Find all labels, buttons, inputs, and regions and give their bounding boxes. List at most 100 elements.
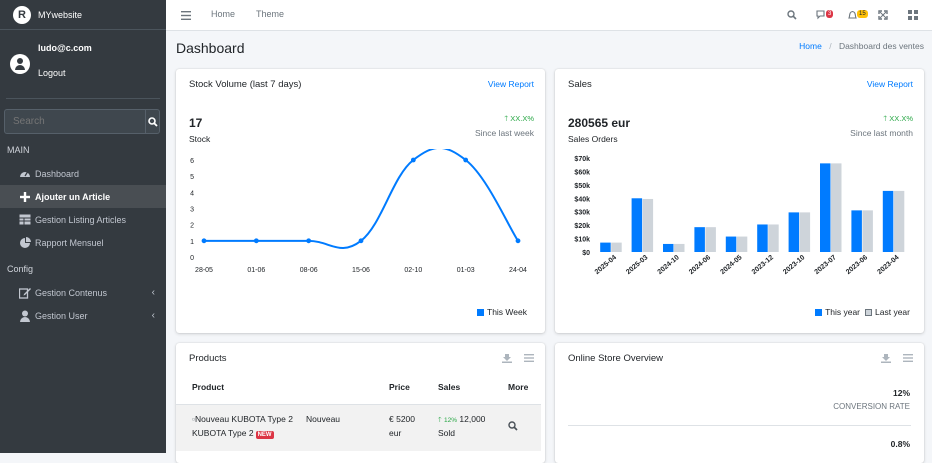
trend-value: XX.X% (510, 114, 534, 123)
trend-indicator: 🡑 XX.X% (883, 113, 913, 126)
user-icon (19, 310, 31, 322)
search-input[interactable] (4, 109, 146, 134)
bar-this-year (694, 227, 705, 252)
bar-this-year (725, 236, 737, 252)
since-label: Since last month (850, 128, 913, 138)
conversion-rate-label: CONVERSION RATE (833, 402, 910, 411)
product-name-line2: KUBOTA Type 2 NEW (192, 428, 274, 439)
card-tools (881, 353, 913, 363)
download-icon[interactable] (881, 353, 891, 363)
y-tick-label: 5 (190, 174, 194, 181)
sales-card: Sales View Report 280565 eur Sales Order… (555, 69, 924, 333)
bar-last-year (893, 190, 905, 252)
x-tick-label: 28-05 (195, 267, 213, 274)
sidebar-item-label: Gestion Listing Articles (35, 214, 127, 225)
nav-link-theme[interactable]: Theme (256, 9, 285, 19)
x-tick-label: 15-06 (352, 267, 370, 274)
sidebar-item-label: Rapport Mensuel (35, 237, 104, 248)
card-title: Sales (568, 79, 592, 90)
sidebar: R MYwebsite ludo@c.com Logout MAIN Dashb… (0, 0, 166, 453)
data-point (410, 157, 416, 163)
breadcrumb-home[interactable]: Home (799, 41, 822, 51)
bar-this-year (600, 242, 611, 252)
second-stat-value: 0.8% (890, 439, 910, 449)
sidebar-item-gestion-user[interactable]: Gestion User ‹ (0, 304, 166, 327)
apps-grid-icon[interactable] (906, 8, 920, 22)
y-tick-label: $30k (574, 210, 590, 217)
conversion-rate-value: 12% (892, 388, 910, 398)
card-title: Products (189, 353, 227, 364)
legend-swatch (477, 308, 484, 316)
x-tick-label: 08-06 (300, 267, 318, 274)
search-button[interactable] (146, 109, 160, 134)
stock-volume-card: Stock Volume (last 7 days) View Report 1… (176, 69, 545, 333)
sidebar-item-gestion-contenus[interactable]: Gestion Contenus ‹ (0, 281, 166, 304)
search-icon (147, 116, 158, 127)
sidebar-item-label: Ajouter un Article (35, 191, 111, 202)
page-title: Dashboard (176, 40, 245, 56)
sales-label: Sold (438, 428, 456, 438)
legend-swatch (865, 308, 873, 316)
y-tick-label: 1 (190, 239, 194, 246)
bar-last-year (705, 227, 716, 252)
bar-this-year (663, 243, 674, 252)
table-row[interactable]: ▫Nouveau KUBOTA Type 2 Nouveau KUBOTA Ty… (176, 404, 541, 451)
logout-link[interactable]: Logout (38, 68, 66, 78)
search-icon[interactable] (508, 421, 518, 431)
brand[interactable]: R MYwebsite (0, 0, 166, 30)
column-header-product: Product (192, 382, 225, 392)
user-panel: ludo@c.com Logout (10, 43, 92, 78)
data-point (306, 238, 312, 244)
view-report-link[interactable]: View Report (866, 79, 913, 89)
breadcrumb-current: Dashboard des ventes (838, 41, 924, 51)
navbar-search-icon[interactable] (785, 8, 799, 22)
sidebar-item-rapport-mensuel[interactable]: Rapport Mensuel (0, 231, 166, 254)
top-navbar: Home Theme 3 15 (166, 0, 932, 31)
sidebar-divider (6, 98, 160, 99)
y-tick-label: $60k (574, 169, 590, 176)
bar-last-year (862, 210, 873, 252)
notifications-icon[interactable] (846, 8, 860, 22)
y-tick-label: 3 (190, 207, 194, 214)
legend-label: This Week (487, 307, 527, 317)
card-title: Online Store Overview (568, 353, 664, 364)
x-tick-label: 2023-10 (782, 254, 806, 276)
table-icon (19, 214, 31, 226)
sidebar-header-main: MAIN (7, 145, 30, 155)
view-report-link[interactable]: View Report (487, 79, 534, 89)
breadcrumb: Home / Dashboard des ventes (799, 41, 924, 51)
x-tick-label: 2023-04 (876, 254, 900, 276)
y-tick-label: $40k (574, 196, 590, 203)
bar-last-year (611, 242, 622, 252)
legend-swatch (815, 308, 823, 316)
messages-icon[interactable] (815, 8, 829, 22)
menu-bars-icon[interactable] (903, 353, 913, 363)
sidebar-item-dashboard[interactable]: Dashboard (0, 162, 166, 185)
sales-bar-chart: $0 $10k $20k $30k $40k $50k $60k $70k 2025-04 202… (574, 156, 905, 276)
fullscreen-icon[interactable] (876, 8, 890, 22)
sidebar-item-label: Dashboard (35, 168, 80, 179)
series-line-this-week (204, 149, 519, 250)
product-name: ▫Nouveau KUBOTA Type 2 (192, 414, 293, 424)
chevron-left-icon: ‹ (151, 287, 155, 298)
sidebar-item-ajouter-article[interactable]: Ajouter un Article (0, 185, 166, 208)
sales-percent: 12% (444, 417, 458, 424)
tachometer-icon (19, 168, 31, 180)
hamburger-menu-icon[interactable] (179, 8, 193, 22)
x-tick-label: 2023-06 (845, 254, 869, 276)
x-tick-label: 2024-10 (657, 254, 681, 276)
x-tick-label: 2023-07 (814, 254, 838, 276)
bar-last-year (799, 212, 811, 252)
sidebar-item-label: Gestion User (35, 310, 88, 321)
products-card: Products Product Price Sales More ▫Nouve… (176, 343, 545, 463)
x-tick-label: 01-03 (457, 267, 475, 274)
sidebar-item-gestion-listing[interactable]: Gestion Listing Articles (0, 208, 166, 231)
broken-image-icon: ▫ (192, 414, 196, 424)
menu-bars-icon[interactable] (524, 353, 534, 363)
bar-this-year (631, 198, 643, 252)
bar-this-year (851, 210, 862, 252)
product-price-unit: eur (389, 428, 402, 438)
trend-indicator: 🡑 XX.X% (504, 113, 534, 126)
nav-link-home[interactable]: Home (211, 9, 236, 19)
download-icon[interactable] (502, 353, 512, 363)
